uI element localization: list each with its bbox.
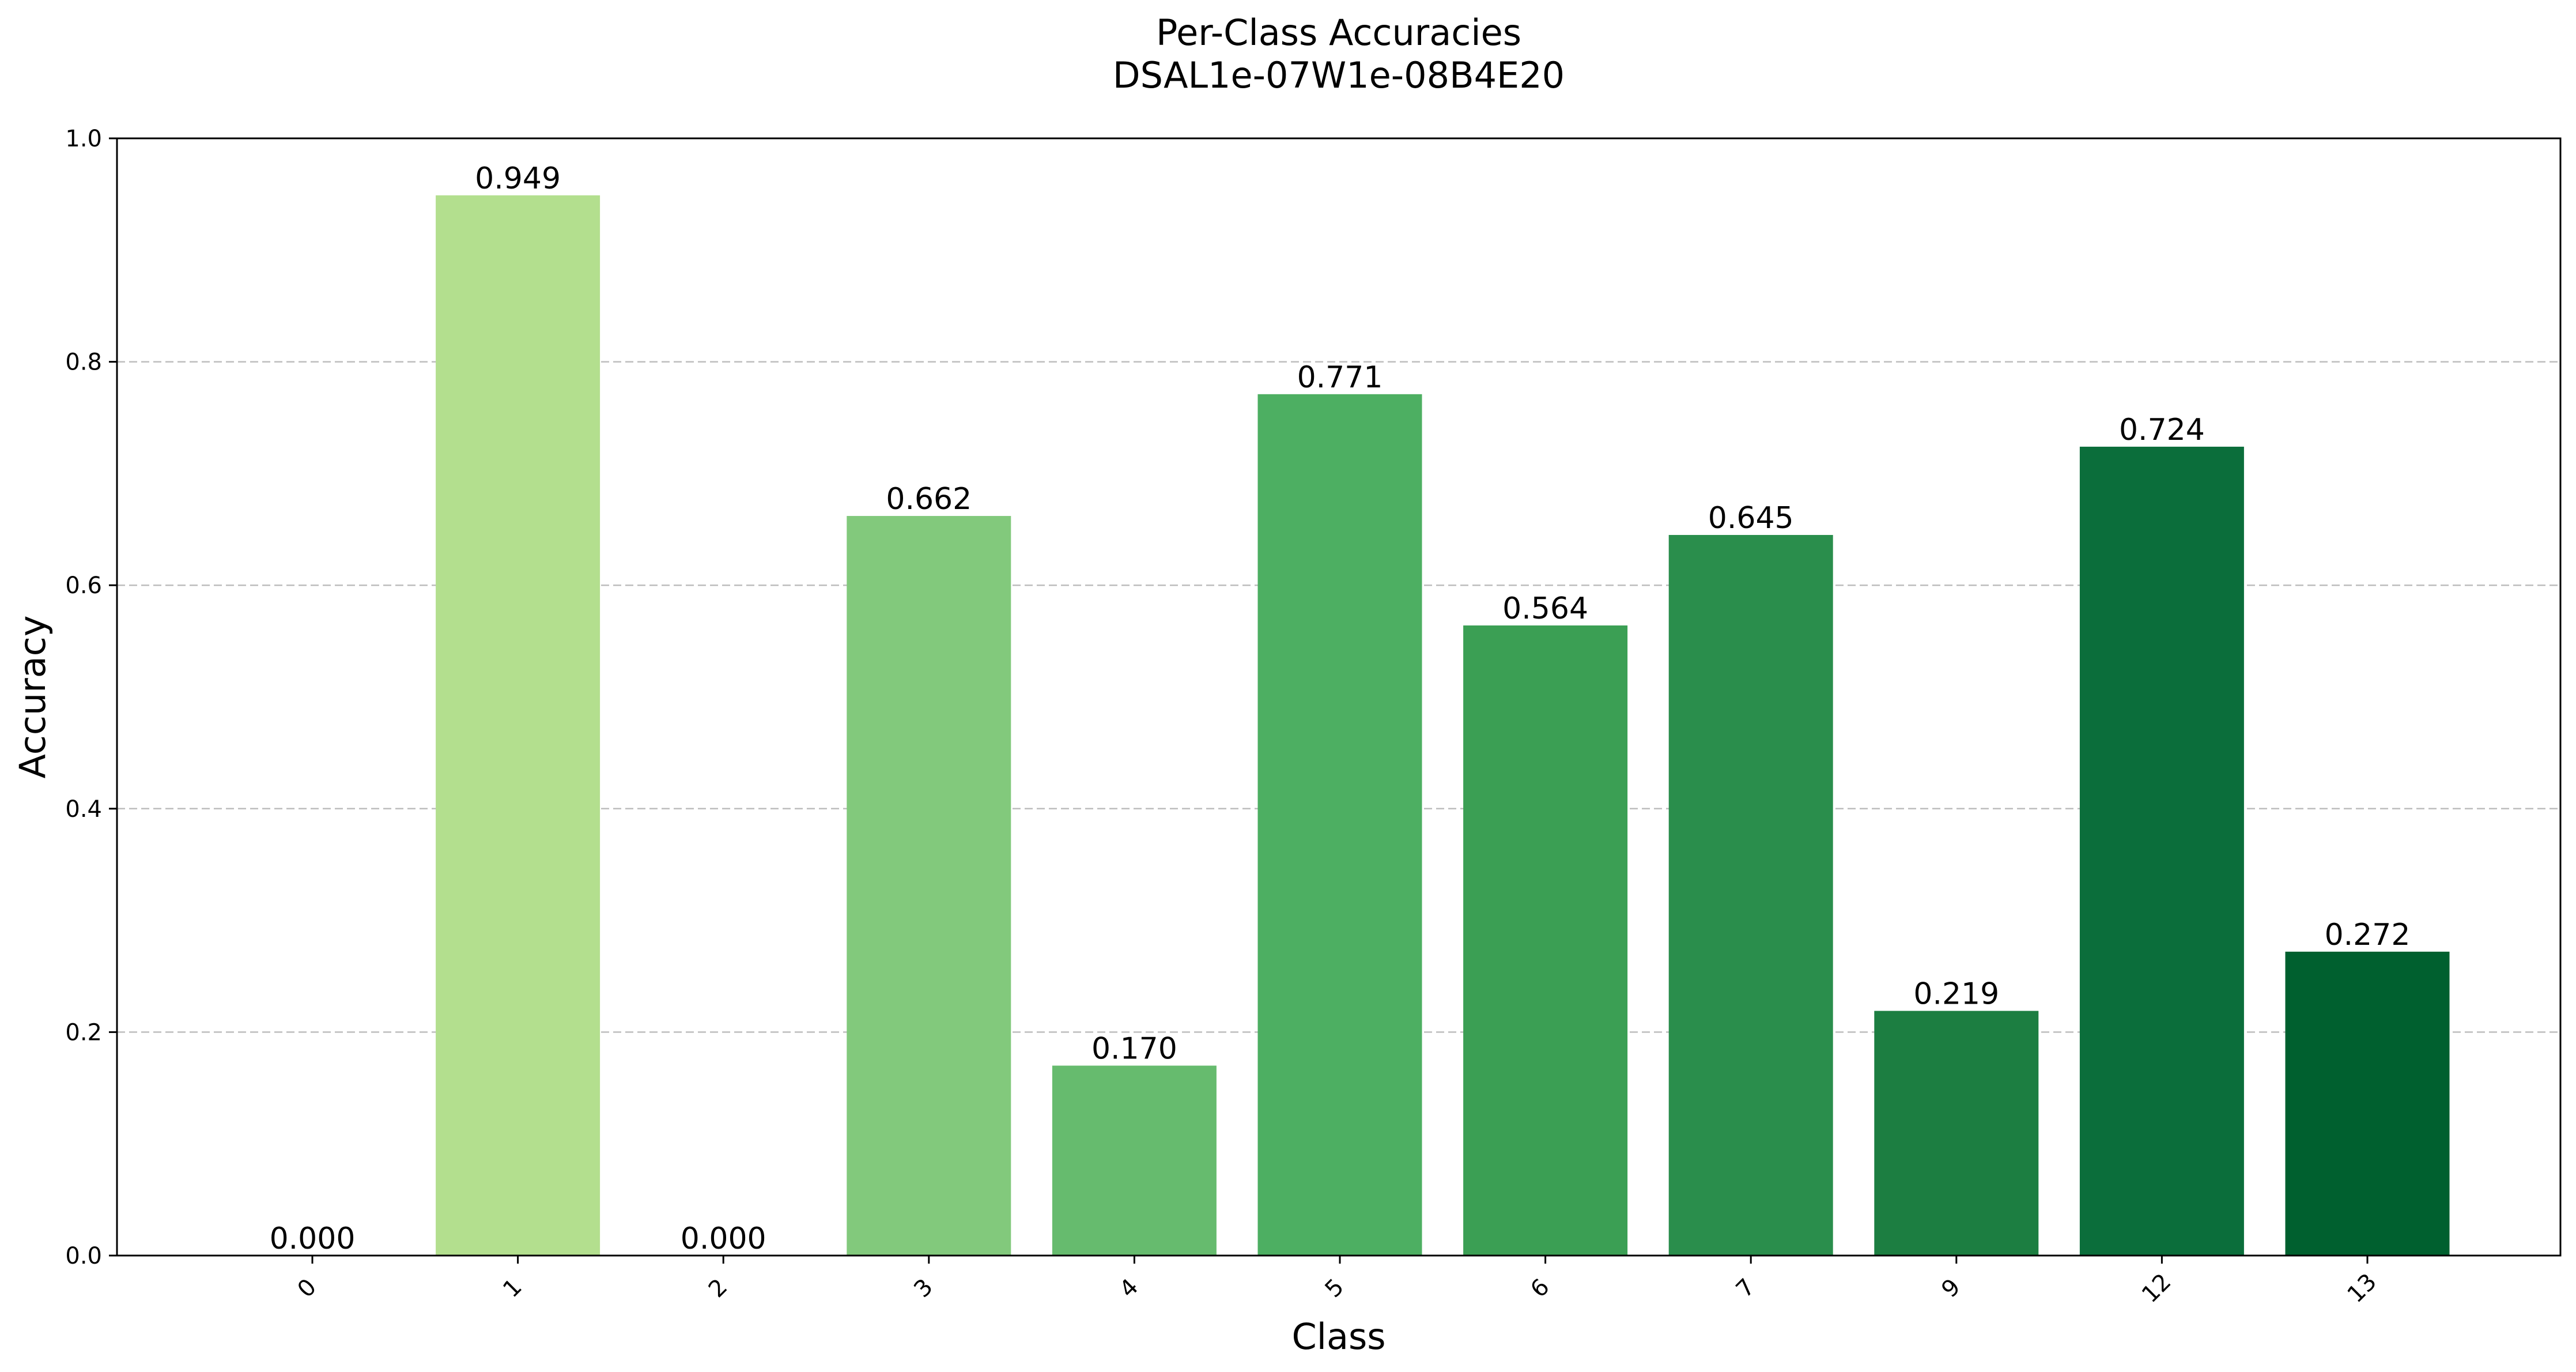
- bar-value-label: 0.564: [1502, 591, 1588, 626]
- bar-class-1: [436, 195, 600, 1256]
- chart-subtitle: DSAL1e-07W1e-08B4E20: [1113, 54, 1565, 96]
- y-tick-label: 1.0: [65, 126, 102, 152]
- y-tick-label: 0.8: [65, 349, 102, 376]
- bar-value-label: 0.724: [2119, 413, 2205, 447]
- bar-value-label: 0.170: [1091, 1032, 1177, 1066]
- bar-class-12: [2079, 446, 2244, 1256]
- bar-value-label: 0.219: [1913, 977, 1999, 1012]
- bar-value-label: 0.000: [270, 1222, 356, 1256]
- bar-class-13: [2285, 951, 2450, 1256]
- y-tick-label: 0.2: [65, 1019, 102, 1046]
- bar-value-label: 0.000: [681, 1222, 766, 1256]
- bar-class-3: [847, 516, 1011, 1256]
- bars-group: [436, 195, 2450, 1256]
- chart-title: Per-Class Accuracies: [1156, 12, 1521, 54]
- bar-class-7: [1668, 534, 1833, 1256]
- bar-value-label: 0.645: [1708, 501, 1794, 536]
- y-tick-label: 0.0: [65, 1243, 102, 1269]
- value-labels-group: 0.000 0.949 0.000 0.662 0.170 0.771 0.564 0.645…: [270, 161, 2411, 1256]
- bar-value-label: 0.272: [2325, 918, 2411, 952]
- bar-class-6: [1463, 625, 1628, 1256]
- bar-value-label: 0.771: [1297, 360, 1383, 395]
- bar-class-4: [1052, 1065, 1217, 1256]
- plot-frame: [116, 137, 2562, 1257]
- y-axis-label: Accuracy: [12, 615, 54, 778]
- bar-class-9: [1874, 1011, 2039, 1256]
- y-tick-label: 0.4: [65, 796, 102, 823]
- bar-value-label: 0.662: [886, 482, 972, 517]
- bar-value-label: 0.949: [475, 161, 561, 196]
- x-axis-label: Class: [1291, 1316, 1385, 1358]
- y-axis-ticks: 0.0 0.2 0.4 0.6 0.8 1.0: [65, 126, 117, 1269]
- bar-class-5: [1257, 394, 1422, 1256]
- y-tick-label: 0.6: [65, 572, 102, 599]
